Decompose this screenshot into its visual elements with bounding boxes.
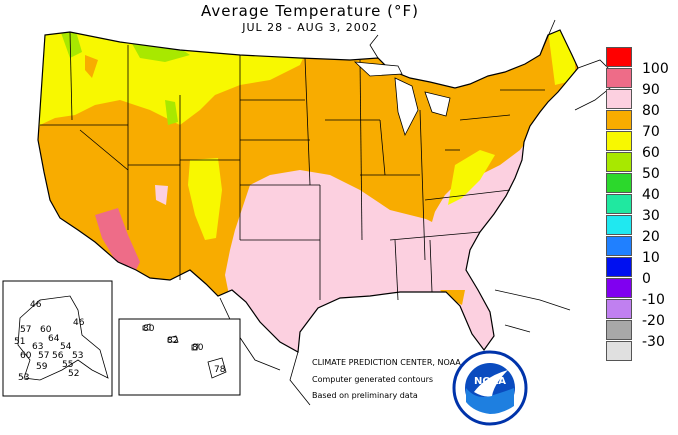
legend-swatch-11 — [606, 278, 632, 298]
legend-label: 30 — [642, 208, 660, 224]
state-borders — [37, 29, 579, 353]
legend-label: -20 — [642, 313, 665, 329]
legend-swatch-5 — [606, 152, 632, 172]
hawaii-inset — [118, 318, 241, 396]
hawaii-islands — [142, 323, 227, 379]
station-label: 80 — [192, 343, 204, 353]
contour-70-tn — [424, 205, 436, 222]
contour-60-colorado — [188, 158, 222, 240]
station-label: 46 — [30, 300, 42, 310]
station-label: 59 — [36, 362, 48, 372]
legend-swatch-13 — [606, 320, 632, 340]
legend-label: 90 — [642, 82, 660, 98]
legend-swatch-14 — [606, 341, 632, 361]
legend-swatch-3 — [606, 110, 632, 130]
contour-70-idaho — [85, 55, 98, 78]
alaska-outline — [17, 295, 109, 381]
credit-line-1: Computer generated contours — [312, 375, 434, 384]
station-label: 53 — [18, 373, 30, 383]
legend-swatch-4 — [606, 131, 632, 151]
station-label: 63 — [32, 342, 44, 352]
station-label: 51 — [14, 337, 26, 347]
station-label: 80 — [143, 324, 155, 334]
contour-60-appalachian — [448, 150, 495, 205]
legend-swatch-9 — [606, 236, 632, 256]
lake-michigan — [394, 77, 419, 137]
station-label: 55 — [62, 360, 74, 370]
legend-label: 40 — [642, 187, 660, 203]
map-subtitle: JUL 28 - AUG 3, 2002 — [242, 21, 378, 34]
noaa-logo: NOAA — [452, 350, 528, 426]
legend-label: -30 — [642, 334, 665, 350]
station-label: 54 — [60, 342, 72, 352]
station-label: 60 — [40, 325, 52, 335]
lake-superior — [353, 61, 403, 77]
legend-swatch-10 — [606, 257, 632, 277]
contour-50-nw — [60, 30, 82, 58]
station-label: 46 — [73, 318, 85, 328]
legend-label: -10 — [642, 292, 665, 308]
lake-huron — [424, 91, 451, 117]
legend-label: 0 — [642, 271, 651, 287]
legend-swatch-6 — [606, 173, 632, 193]
legend-swatch-12 — [606, 299, 632, 319]
noaa-logo-text: NOAA — [474, 376, 506, 387]
contour-50-yellowstone — [165, 100, 178, 125]
contour-90-southwest — [95, 208, 140, 278]
legend-swatch-7 — [606, 194, 632, 214]
legend-swatch-0 — [606, 47, 632, 67]
station-label: 78 — [214, 365, 226, 375]
legend-label: 70 — [642, 124, 660, 140]
map-title: Average Temperature (°F) — [201, 2, 419, 20]
station-label: 53 — [72, 351, 84, 361]
legend-label: 100 — [642, 61, 669, 77]
credit-line-2: Based on preliminary data — [312, 391, 418, 400]
station-label: 57 — [38, 351, 50, 361]
station-label: 64 — [48, 334, 60, 344]
legend-swatch-8 — [606, 215, 632, 235]
legend-label: 50 — [642, 166, 660, 182]
legend-swatch-1 — [606, 68, 632, 88]
legend-label: 20 — [642, 229, 660, 245]
station-label: 52 — [68, 369, 80, 379]
station-label: 56 — [52, 351, 64, 361]
credit-center: CLIMATE PREDICTION CENTER, NOAA — [312, 358, 461, 367]
legend-label: 60 — [642, 145, 660, 161]
legend-label: 80 — [642, 103, 660, 119]
legend-label: 10 — [642, 250, 660, 266]
legend-swatch-2 — [606, 89, 632, 109]
station-label: 57 — [20, 325, 32, 335]
station-label: 60 — [20, 351, 32, 361]
contour-80-utah — [155, 185, 168, 205]
station-label: 82 — [167, 336, 179, 346]
alaska-inset — [2, 280, 113, 397]
